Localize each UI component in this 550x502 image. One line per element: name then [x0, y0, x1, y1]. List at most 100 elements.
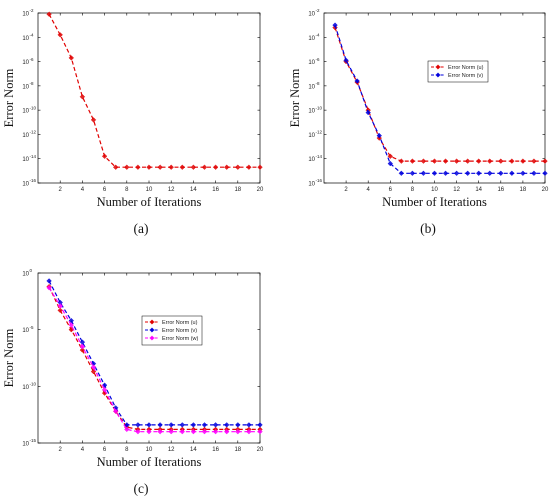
data-point: [398, 170, 405, 176]
data-point: [146, 164, 152, 170]
y-tick-label: 10: [308, 84, 315, 90]
data-point: [409, 158, 416, 164]
data-point: [376, 132, 382, 139]
data-point: [520, 170, 526, 176]
x-tick-label: 20: [257, 187, 264, 193]
data-point: [246, 428, 252, 435]
series-1: [46, 11, 263, 170]
y-tick-exponent: -10: [316, 105, 323, 110]
x-tick-label: 20: [257, 447, 264, 453]
y-tick-label: 10: [22, 157, 29, 163]
data-point: [257, 428, 263, 435]
data-point: [101, 387, 108, 393]
y-tick-exponent: -4: [316, 32, 320, 37]
data-point: [409, 170, 416, 176]
x-tick-label: 4: [367, 187, 371, 193]
x-tick-label: 20: [542, 187, 549, 193]
data-point: [57, 303, 63, 309]
x-tick-label: 18: [520, 187, 527, 193]
series-line: [334, 24, 545, 174]
data-point: [90, 117, 97, 123]
series-1: [46, 283, 263, 433]
plot-area: [323, 12, 546, 184]
data-point: [201, 428, 208, 435]
y-tick-label: 10: [308, 36, 315, 42]
data-point: [46, 285, 52, 291]
y-tick-exponent: -10: [30, 382, 37, 387]
legend: Error Norm (u) Error Norm (v) Error Norm (…: [141, 315, 203, 346]
data-point: [168, 428, 174, 435]
y-tick-exponent: -2: [30, 8, 34, 13]
data-point: [542, 170, 548, 176]
data-point: [235, 164, 241, 170]
y-tick-label: 10: [22, 36, 29, 42]
data-point: [168, 422, 174, 428]
y-axis-label: Error Norm: [288, 68, 302, 127]
data-point: [453, 170, 460, 176]
data-point: [46, 278, 52, 284]
x-tick-label: 16: [497, 187, 504, 193]
y-tick-exponent: -6: [30, 57, 34, 62]
data-point: [157, 164, 163, 170]
data-point: [190, 422, 197, 428]
data-point: [201, 164, 208, 170]
y-axis-label: Error Norm: [2, 68, 16, 127]
legend-entry-label: Error Norm (v): [448, 73, 483, 79]
x-tick-label: 4: [81, 187, 85, 193]
y-tick-exponent: -6: [316, 57, 320, 62]
data-point: [79, 347, 86, 353]
y-tick-label: 10: [22, 60, 29, 66]
legend-entry-label: Error Norm (u): [162, 320, 198, 326]
data-point: [190, 428, 197, 435]
y-tick-exponent: -12: [316, 130, 323, 135]
x-tick-label: 2: [59, 447, 63, 453]
x-tick-label: 14: [475, 187, 482, 193]
data-point: [498, 158, 504, 164]
y-tick-exponent: -12: [30, 130, 37, 135]
data-point: [124, 164, 130, 170]
y-axis-label: Error Norm: [2, 328, 16, 387]
data-point: [476, 170, 482, 176]
y-tick-label: 10: [308, 60, 315, 66]
data-point: [135, 428, 141, 435]
y-tick-exponent: -16: [30, 178, 37, 183]
series-3: [46, 285, 263, 435]
legend-entry-label: Error Norm (v): [162, 328, 197, 334]
data-point: [101, 153, 108, 159]
data-point: [224, 428, 230, 435]
data-point: [531, 158, 537, 164]
data-point: [420, 170, 427, 176]
data-point: [157, 422, 163, 428]
x-tick-label: 8: [125, 447, 129, 453]
x-tick-label: 14: [190, 447, 197, 453]
data-point: [113, 164, 119, 170]
y-tick-exponent: -8: [316, 81, 320, 86]
data-point: [135, 422, 141, 428]
y-tick-exponent: -14: [30, 154, 37, 159]
legend-box: [427, 60, 489, 83]
data-point: [57, 307, 63, 314]
data-point: [531, 170, 537, 176]
data-point: [509, 158, 515, 164]
data-point: [79, 343, 86, 350]
chart-panel-1: 2 4 6 8 10 12 14 16 18 2010-1610-1410-1210-1010-8…: [2, 8, 264, 236]
data-point: [179, 164, 185, 170]
legend-entry-label: Error Norm (w): [162, 336, 199, 342]
data-point: [68, 322, 74, 328]
x-tick-label: 6: [389, 187, 393, 193]
data-point: [246, 422, 252, 428]
legend-swatch-marker: [435, 72, 441, 78]
chart-panel-2: 2 4 6 8 10 12 14 16 18 2010-1610-1410-1210-1010-8…: [288, 8, 549, 236]
data-point: [179, 428, 185, 435]
data-point: [212, 164, 219, 170]
data-point: [179, 422, 185, 428]
y-tick-label: 10: [308, 12, 315, 18]
y-tick-label: 10: [308, 182, 315, 188]
data-point: [464, 158, 471, 164]
data-point: [509, 170, 515, 176]
data-point: [398, 158, 405, 164]
data-point: [476, 158, 482, 164]
data-point: [90, 364, 97, 370]
y-tick-label: 10: [308, 109, 315, 115]
x-tick-label: 2: [59, 187, 63, 193]
